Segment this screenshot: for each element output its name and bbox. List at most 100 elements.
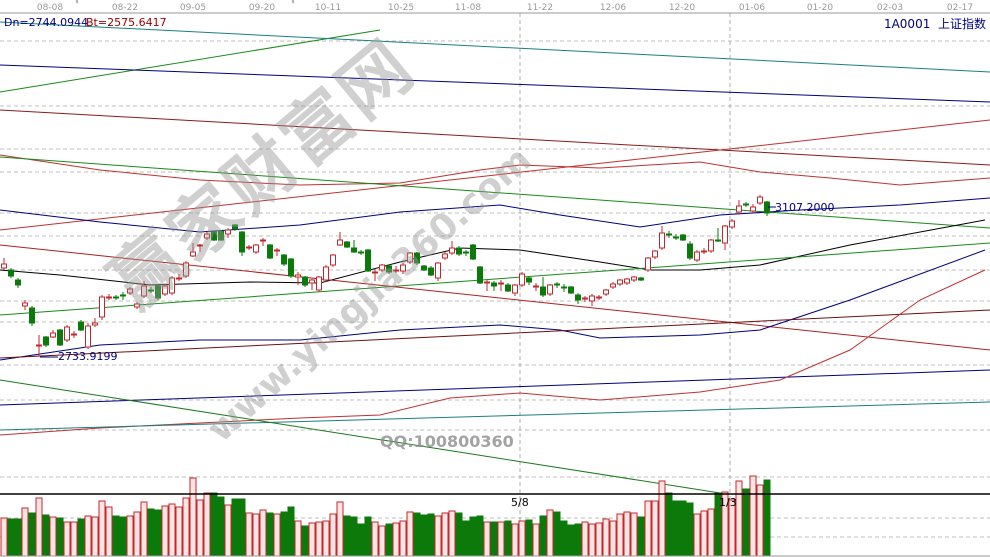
volume-bar [280,511,288,557]
candle-body [176,277,182,280]
candle-body [365,249,371,272]
x-tick-label: 10-25 [388,3,414,13]
volume-bar [7,518,15,557]
candle-body [701,250,707,253]
candle-body [337,239,343,246]
x-tick-label: 12-20 [669,3,695,13]
volume-bar [189,477,197,557]
candle-body [120,294,126,297]
candle-body [435,262,441,279]
indicator-line [0,197,990,233]
candle-body [743,203,749,206]
volume-bar [175,506,183,557]
volume-bar [385,523,393,557]
candle-body [386,265,392,273]
candle-body [8,269,14,277]
dn-value: Dn=2744.0944 [4,16,89,29]
volume-bar [616,513,624,557]
volume-bar [469,516,477,557]
candle-body [757,196,763,204]
volume-bar [658,480,666,557]
candle-body [491,282,497,287]
volume-bar [378,525,386,557]
candle-body [71,333,77,336]
indicator-line [0,244,990,351]
candle-body [694,251,700,261]
volume-bar [329,513,337,557]
volume-bar [154,509,162,557]
high-price-marker: 3107.2000 [768,201,835,214]
symbol-title: 1A0001 上证指数 [884,15,986,32]
x-tick-label: 01-06 [739,3,765,13]
candle-body [624,278,630,284]
volume-bar [756,484,764,557]
candle-body [246,246,252,249]
volume-bar [595,522,603,557]
candle-body [239,231,245,253]
candle-body [568,286,574,294]
candle-body [218,230,224,241]
volume-bar [364,516,372,557]
volume-bar [294,520,302,557]
volume-bar [203,492,211,557]
candle-body [533,285,539,288]
volume-bar [497,521,505,557]
candle-body [722,225,728,244]
candle-body [400,264,406,272]
x-tick-label: 01-20 [807,3,833,13]
candle-body [638,277,644,281]
indicator-line [0,154,990,186]
candle-body [589,295,595,302]
candle-body [134,303,140,308]
volume-bar [70,521,78,557]
candle-body [645,257,651,271]
candle-body [498,282,504,285]
volume-bar [637,516,645,557]
volume-bar [140,501,148,557]
candle-body [330,254,336,266]
indicator-line [0,156,990,229]
volume-bar [539,515,547,557]
volume-bar [532,523,540,557]
candle-body [519,273,525,286]
volume-bar [287,506,295,557]
indicator-line [0,249,986,361]
volume-bar [63,521,71,557]
candlestick-series [1,195,770,357]
candle-body [344,241,350,248]
candle-body [281,254,287,265]
candle-body [582,297,588,300]
volume-bar [224,504,232,557]
volume-series [0,475,771,557]
volume-bar [238,498,246,557]
indicator-lines [0,21,990,494]
candle-body [358,251,364,254]
candle-body [57,329,63,346]
volume-bar [588,523,596,557]
indicator-line [0,369,990,406]
volume-bar [273,513,281,557]
candle-body [1,263,7,269]
volume-bar [133,511,141,557]
volume-bar [210,492,218,557]
low-price-label: 2733.9199 [58,350,118,363]
x-tick-label: 02-03 [877,3,903,13]
volume-bar [630,512,638,557]
volume-bar [462,520,470,557]
candle-body [610,283,616,288]
volume-bar [84,515,92,557]
candle-body [659,232,665,249]
volume-bar [301,525,309,557]
candle-body [393,269,399,272]
candle-body [449,247,455,254]
x-tick-label: 10-11 [315,3,341,13]
candle-body [512,284,518,294]
volume-bar [21,507,29,557]
volume-bar [182,497,190,557]
volume-bar [476,515,484,557]
candle-body [617,279,623,285]
candle-body [736,205,742,213]
volume-bar [742,488,750,557]
volume-bar [686,502,694,557]
